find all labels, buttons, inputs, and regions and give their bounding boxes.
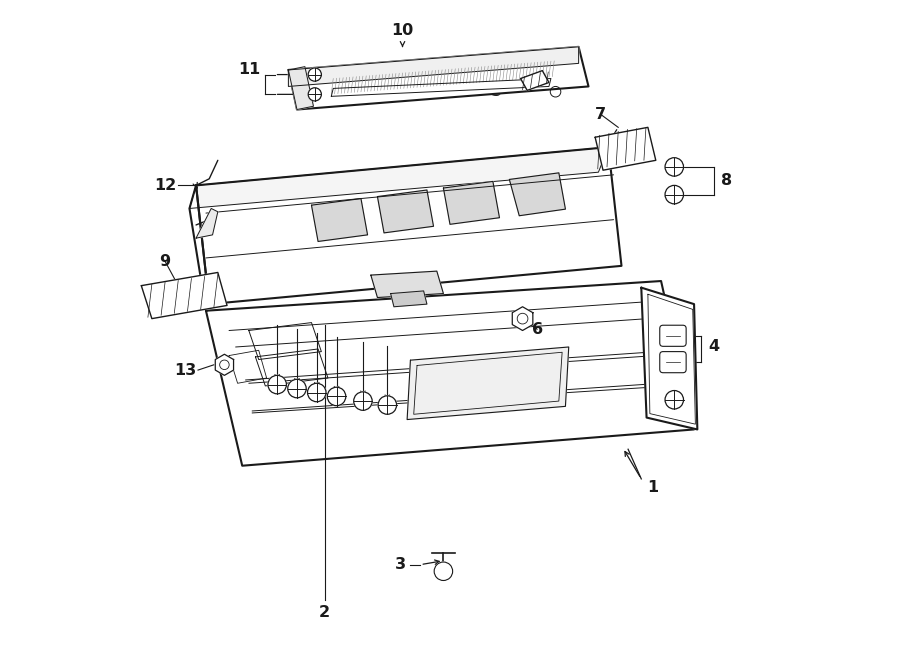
- Polygon shape: [288, 67, 313, 110]
- Circle shape: [288, 379, 306, 398]
- Polygon shape: [407, 347, 569, 420]
- Circle shape: [308, 68, 321, 81]
- Circle shape: [268, 375, 286, 394]
- Text: 10: 10: [392, 23, 414, 38]
- Circle shape: [378, 396, 397, 414]
- Text: 12: 12: [154, 178, 176, 193]
- Circle shape: [665, 158, 683, 176]
- Polygon shape: [190, 185, 209, 304]
- Circle shape: [665, 391, 683, 409]
- Polygon shape: [371, 271, 444, 297]
- Text: 5: 5: [491, 84, 501, 99]
- Text: 2: 2: [320, 605, 330, 620]
- Text: 4: 4: [708, 340, 719, 354]
- Text: 9: 9: [159, 254, 171, 269]
- Circle shape: [434, 562, 453, 580]
- Polygon shape: [520, 71, 549, 91]
- Text: 7: 7: [595, 106, 606, 122]
- Polygon shape: [288, 47, 589, 110]
- Circle shape: [308, 383, 326, 402]
- Polygon shape: [311, 198, 367, 241]
- Polygon shape: [288, 47, 579, 87]
- Polygon shape: [141, 272, 227, 319]
- Text: 11: 11: [238, 62, 260, 77]
- Circle shape: [308, 88, 321, 101]
- Polygon shape: [377, 190, 434, 233]
- Text: 8: 8: [722, 173, 733, 188]
- Text: 13: 13: [174, 363, 196, 377]
- Circle shape: [328, 387, 346, 406]
- Polygon shape: [642, 288, 698, 430]
- Polygon shape: [595, 128, 656, 171]
- Polygon shape: [190, 147, 608, 208]
- Polygon shape: [206, 281, 694, 466]
- Text: 1: 1: [648, 480, 659, 495]
- Text: 6: 6: [532, 322, 543, 336]
- Text: 3: 3: [395, 557, 406, 572]
- FancyBboxPatch shape: [660, 325, 686, 346]
- Circle shape: [665, 185, 683, 204]
- Polygon shape: [512, 307, 533, 330]
- Polygon shape: [444, 181, 500, 224]
- FancyBboxPatch shape: [660, 352, 686, 373]
- Polygon shape: [391, 291, 427, 307]
- Circle shape: [354, 392, 373, 410]
- Polygon shape: [196, 208, 218, 238]
- Polygon shape: [509, 173, 565, 215]
- Polygon shape: [215, 354, 234, 375]
